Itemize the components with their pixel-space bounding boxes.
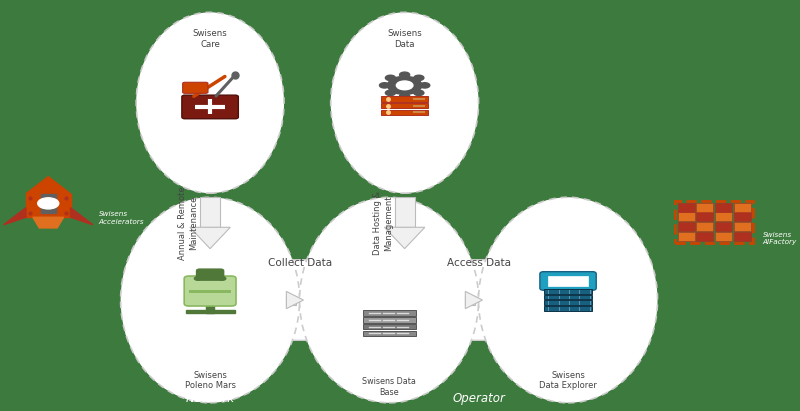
Circle shape xyxy=(379,83,390,88)
FancyBboxPatch shape xyxy=(715,212,732,222)
Text: Access Data: Access Data xyxy=(446,258,510,268)
Polygon shape xyxy=(26,177,70,194)
Polygon shape xyxy=(190,227,230,249)
FancyBboxPatch shape xyxy=(734,222,751,231)
Polygon shape xyxy=(26,194,70,217)
FancyBboxPatch shape xyxy=(697,232,714,241)
Text: Swisens
Accelerators: Swisens Accelerators xyxy=(99,211,144,224)
Polygon shape xyxy=(33,217,64,228)
Circle shape xyxy=(386,75,395,81)
FancyBboxPatch shape xyxy=(697,203,714,212)
Polygon shape xyxy=(41,194,55,213)
Text: Swisens
Data: Swisens Data xyxy=(387,29,422,48)
Ellipse shape xyxy=(330,12,478,193)
FancyBboxPatch shape xyxy=(186,310,234,313)
FancyBboxPatch shape xyxy=(200,197,220,227)
FancyBboxPatch shape xyxy=(381,110,428,115)
Polygon shape xyxy=(466,291,482,309)
FancyBboxPatch shape xyxy=(362,330,415,336)
FancyBboxPatch shape xyxy=(544,300,592,305)
FancyBboxPatch shape xyxy=(197,269,224,280)
Polygon shape xyxy=(4,208,26,225)
Ellipse shape xyxy=(121,197,299,403)
FancyBboxPatch shape xyxy=(697,212,714,222)
FancyBboxPatch shape xyxy=(189,290,231,293)
Circle shape xyxy=(38,198,58,209)
Ellipse shape xyxy=(299,197,478,403)
Text: Data Hosting &
Management: Data Hosting & Management xyxy=(373,191,393,255)
FancyBboxPatch shape xyxy=(549,276,588,286)
FancyBboxPatch shape xyxy=(381,103,428,109)
Text: Swisens
Care: Swisens Care xyxy=(193,29,227,48)
Ellipse shape xyxy=(136,12,284,193)
FancyBboxPatch shape xyxy=(381,97,428,102)
Circle shape xyxy=(420,83,430,88)
FancyBboxPatch shape xyxy=(734,232,751,241)
Text: Annual & Remote
Maintenance: Annual & Remote Maintenance xyxy=(178,186,198,260)
FancyBboxPatch shape xyxy=(394,197,414,227)
Circle shape xyxy=(400,93,410,99)
FancyBboxPatch shape xyxy=(184,276,236,306)
FancyBboxPatch shape xyxy=(734,212,751,222)
Text: Operator: Operator xyxy=(452,392,505,405)
FancyBboxPatch shape xyxy=(678,222,694,231)
FancyBboxPatch shape xyxy=(697,222,714,231)
Circle shape xyxy=(387,76,422,95)
Polygon shape xyxy=(70,208,93,225)
Circle shape xyxy=(400,72,410,77)
Text: Swisens
AIFactory: Swisens AIFactory xyxy=(762,231,797,245)
FancyBboxPatch shape xyxy=(362,310,415,316)
FancyBboxPatch shape xyxy=(286,296,296,305)
FancyBboxPatch shape xyxy=(734,203,751,212)
FancyBboxPatch shape xyxy=(182,82,208,93)
FancyBboxPatch shape xyxy=(126,260,652,340)
FancyBboxPatch shape xyxy=(544,295,592,299)
FancyBboxPatch shape xyxy=(362,317,415,323)
Text: Collect Data: Collect Data xyxy=(267,258,332,268)
Text: Network: Network xyxy=(186,392,234,405)
FancyBboxPatch shape xyxy=(715,232,732,241)
FancyBboxPatch shape xyxy=(540,272,596,290)
FancyBboxPatch shape xyxy=(715,203,732,212)
FancyBboxPatch shape xyxy=(544,289,592,294)
Text: Swisens Data
Base: Swisens Data Base xyxy=(362,377,416,397)
FancyBboxPatch shape xyxy=(678,203,694,212)
FancyBboxPatch shape xyxy=(466,296,474,305)
Text: Swisens
Poleno Mars: Swisens Poleno Mars xyxy=(185,371,236,390)
Circle shape xyxy=(414,90,424,95)
FancyBboxPatch shape xyxy=(678,212,694,222)
Circle shape xyxy=(414,75,424,81)
FancyBboxPatch shape xyxy=(206,304,214,313)
Polygon shape xyxy=(385,227,425,249)
FancyBboxPatch shape xyxy=(182,95,238,119)
Ellipse shape xyxy=(478,197,658,403)
Circle shape xyxy=(194,277,201,280)
FancyBboxPatch shape xyxy=(362,324,415,330)
Polygon shape xyxy=(286,291,303,309)
FancyBboxPatch shape xyxy=(715,222,732,231)
FancyBboxPatch shape xyxy=(554,290,582,292)
Circle shape xyxy=(386,90,395,95)
Text: Swisens
Data Explorer: Swisens Data Explorer xyxy=(539,371,597,390)
Circle shape xyxy=(396,81,413,90)
FancyBboxPatch shape xyxy=(678,232,694,241)
Circle shape xyxy=(219,277,226,280)
FancyBboxPatch shape xyxy=(544,306,592,311)
